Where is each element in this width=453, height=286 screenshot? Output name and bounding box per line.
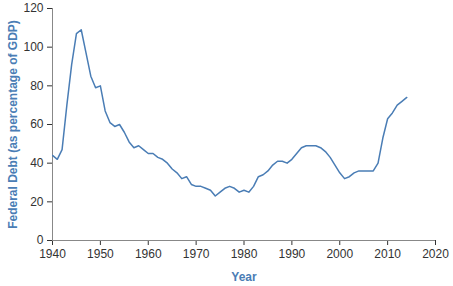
svg-text:2000: 2000 (326, 247, 353, 261)
svg-text:20: 20 (30, 195, 44, 209)
svg-text:2020: 2020 (422, 247, 449, 261)
svg-text:40: 40 (30, 156, 44, 170)
svg-text:1990: 1990 (279, 247, 306, 261)
svg-text:1970: 1970 (183, 247, 210, 261)
svg-text:120: 120 (23, 1, 43, 15)
svg-text:80: 80 (30, 79, 44, 93)
svg-text:1980: 1980 (231, 247, 258, 261)
svg-text:100: 100 (23, 40, 43, 54)
svg-text:1950: 1950 (87, 247, 114, 261)
svg-text:Year: Year (231, 270, 257, 284)
svg-text:Federal Debt (as percentage of: Federal Debt (as percentage of GDP) (6, 20, 20, 229)
svg-text:2010: 2010 (374, 247, 401, 261)
svg-text:0: 0 (37, 233, 44, 247)
svg-text:1960: 1960 (135, 247, 162, 261)
svg-text:60: 60 (30, 117, 44, 131)
svg-text:1940: 1940 (39, 247, 66, 261)
